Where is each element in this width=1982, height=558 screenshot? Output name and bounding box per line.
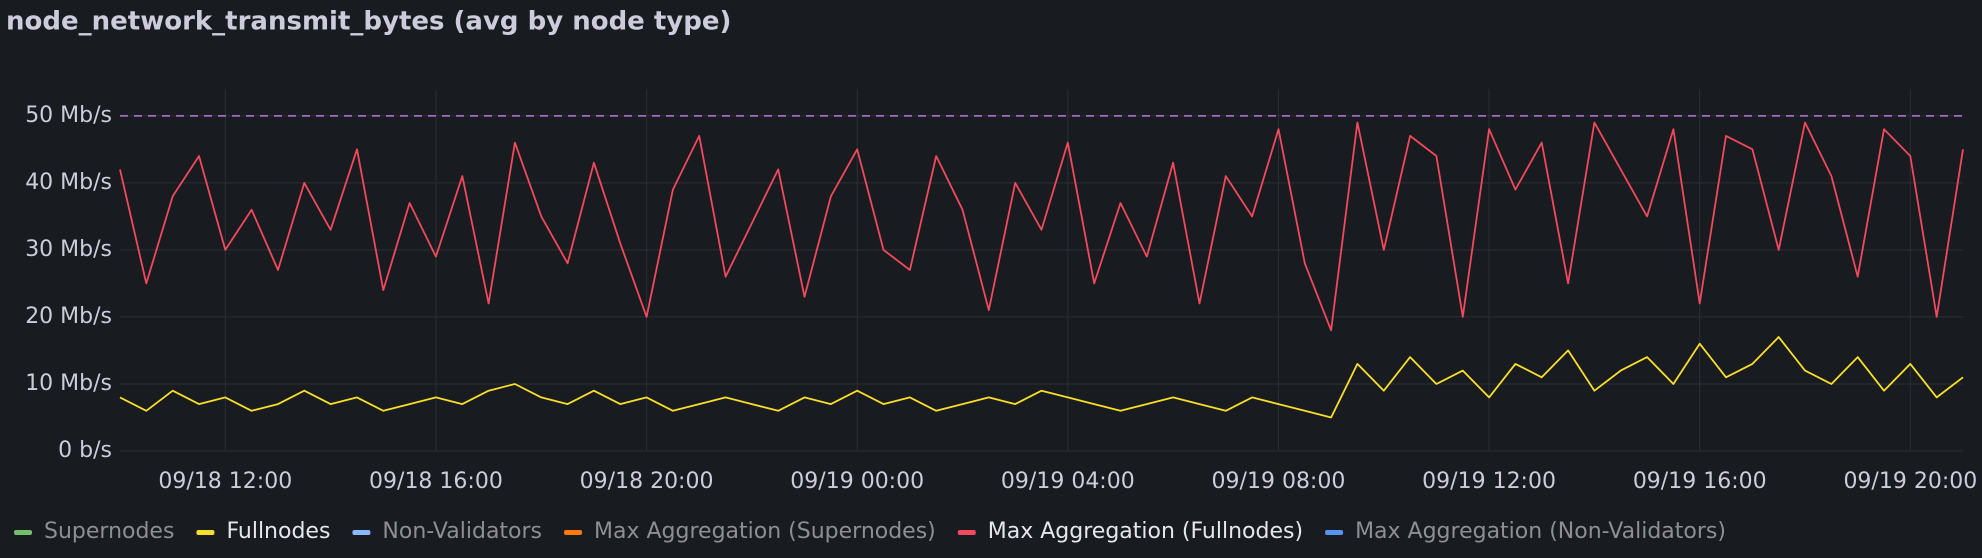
x-tick-label: 09/18 20:00 bbox=[580, 469, 714, 494]
legend-label: Supernodes bbox=[44, 519, 174, 544]
series-line bbox=[119, 121, 1964, 332]
legend-label: Non-Validators bbox=[382, 519, 542, 544]
legend-swatch bbox=[196, 530, 215, 535]
legend-swatch bbox=[564, 530, 583, 535]
legend-swatch bbox=[352, 530, 371, 535]
legend-item[interactable]: Max Aggregation (Fullnodes) bbox=[957, 519, 1303, 544]
legend-label: Max Aggregation (Non-Validators) bbox=[1355, 519, 1726, 544]
y-tick-label: 30 Mb/s bbox=[25, 237, 112, 262]
x-tick-label: 09/19 08:00 bbox=[1212, 469, 1346, 494]
x-tick-label: 09/19 00:00 bbox=[790, 469, 924, 494]
x-tick-label: 09/18 16:00 bbox=[369, 469, 503, 494]
legend-label: Max Aggregation (Supernodes) bbox=[594, 519, 936, 544]
x-tick-label: 09/19 04:00 bbox=[1001, 469, 1135, 494]
legend-swatch bbox=[1325, 530, 1344, 535]
x-tick-label: 09/18 12:00 bbox=[158, 469, 292, 494]
legend-label: Fullnodes bbox=[226, 519, 330, 544]
y-tick-label: 0 b/s bbox=[58, 438, 112, 463]
legend-item[interactable]: Fullnodes bbox=[196, 519, 330, 544]
x-tick-label: 09/19 20:00 bbox=[1843, 469, 1977, 494]
series-line bbox=[119, 336, 1964, 419]
legend-label: Max Aggregation (Fullnodes) bbox=[988, 519, 1303, 544]
y-tick-label: 50 Mb/s bbox=[25, 103, 112, 128]
legend-item[interactable]: Supernodes bbox=[14, 519, 174, 544]
legend-swatch bbox=[957, 530, 976, 535]
legend-item[interactable]: Max Aggregation (Non-Validators) bbox=[1325, 519, 1726, 544]
x-tick-label: 09/19 16:00 bbox=[1633, 469, 1767, 494]
legend-item[interactable]: Max Aggregation (Supernodes) bbox=[564, 519, 936, 544]
y-tick-label: 20 Mb/s bbox=[25, 304, 112, 329]
x-tick-label: 09/19 12:00 bbox=[1422, 469, 1556, 494]
panel-title: node_network_transmit_bytes (avg by node… bbox=[6, 7, 731, 37]
y-tick-label: 40 Mb/s bbox=[25, 170, 112, 195]
legend-swatch bbox=[14, 530, 32, 535]
legend-item[interactable]: Non-Validators bbox=[352, 519, 542, 544]
y-tick-label: 10 Mb/s bbox=[25, 371, 112, 396]
